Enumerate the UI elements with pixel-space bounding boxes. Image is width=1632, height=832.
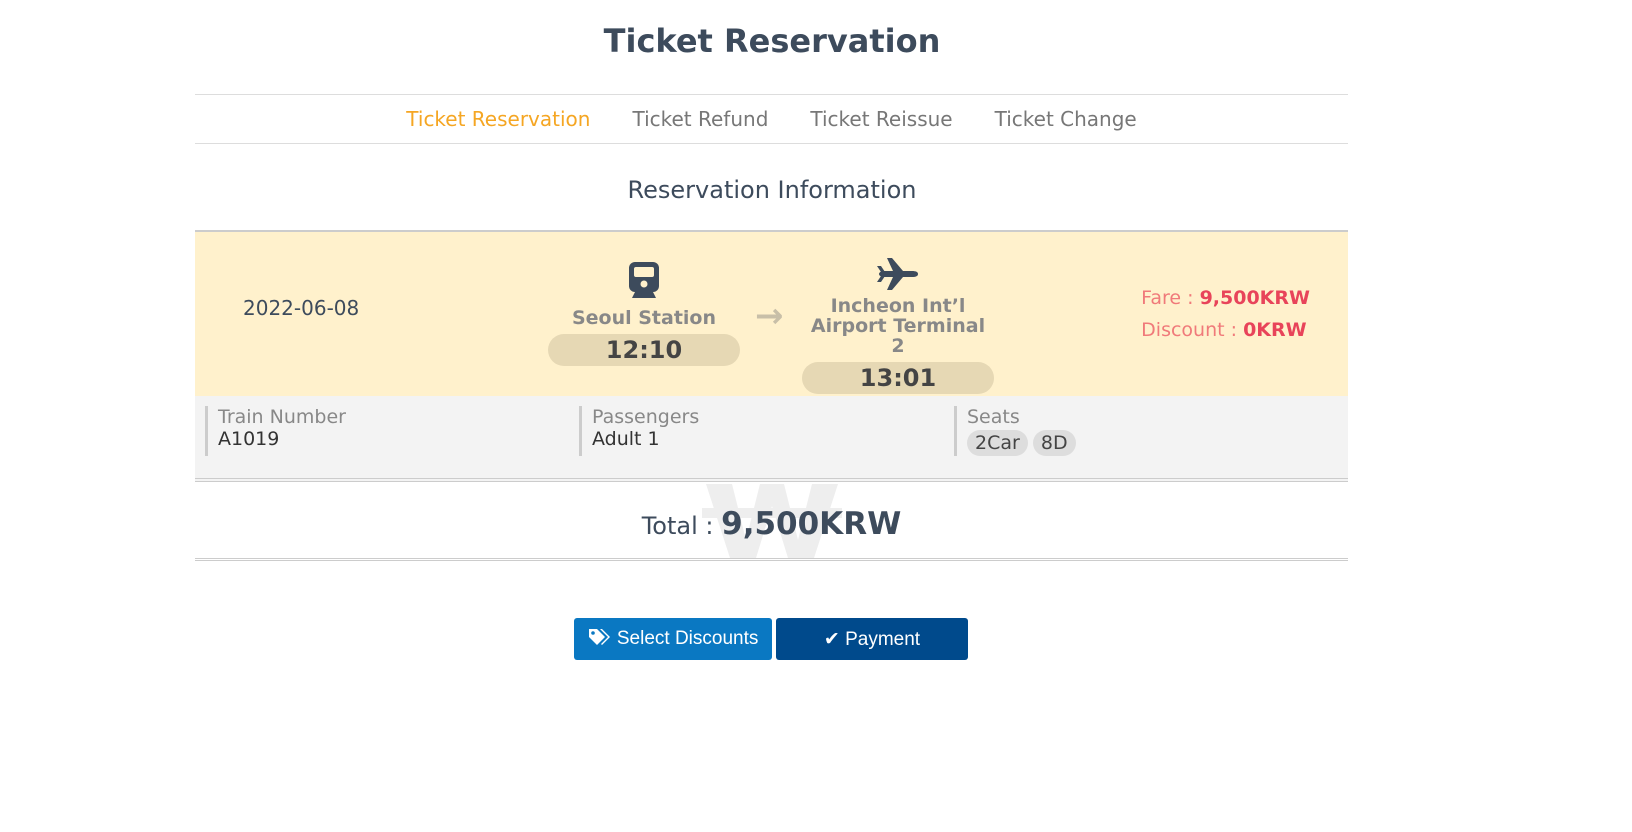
select-discounts-label: Select Discounts [616, 628, 759, 649]
arrow-right-icon: → [755, 296, 784, 336]
won-watermark-icon [701, 484, 842, 558]
payment-button[interactable]: ✔ Payment [776, 618, 968, 660]
airplane-icon [877, 258, 918, 290]
discount-value: 0KRW [1243, 319, 1307, 341]
payment-label: Payment [845, 628, 921, 650]
tab-ticket-reissue[interactable]: Ticket Reissue [810, 107, 953, 131]
total-label: Total : [641, 512, 714, 540]
passengers: Adult 1 [592, 428, 660, 450]
tab-bar: Ticket Reservation Ticket Refund Ticket … [195, 94, 1348, 144]
details-row: Train Number A1019 Passengers Adult 1 Seat… [195, 396, 1348, 482]
discount-label: Discount : [1141, 319, 1238, 341]
arrival-station-line1: Incheon Int’l [830, 295, 966, 317]
departure-station: Seoul Station [571, 307, 717, 329]
seats-label: Seats [967, 406, 1020, 428]
seat-car-chip: 2Car [967, 430, 1028, 456]
tab-ticket-refund[interactable]: Ticket Refund [632, 107, 769, 131]
tags-icon [588, 629, 610, 645]
select-discounts-button[interactable]: Select Discounts [574, 618, 772, 660]
travel-date: 2022-06-08 [243, 296, 360, 320]
fare-label: Fare : [1141, 287, 1194, 309]
section-title: Reservation Information [627, 176, 917, 204]
fare-value: 9,500KRW [1199, 287, 1310, 309]
tab-ticket-change[interactable]: Ticket Change [994, 107, 1137, 131]
seat-number-chip: 8D [1032, 430, 1076, 456]
fare-summary: Fare : 9,500KRW Discount : 0KRW [1141, 282, 1310, 346]
train-icon [629, 262, 659, 298]
check-icon: ✔ [823, 628, 840, 650]
arrival-station-line2: Airport Terminal 2 [810, 315, 986, 357]
page-title: Ticket Reservation [603, 22, 941, 60]
total-section: Total : 9,500KRW [195, 484, 1348, 561]
arrival-time: 13:01 [802, 362, 994, 394]
passengers-label: Passengers [592, 406, 700, 428]
arrival: Incheon Int’l Airport Terminal 2 13:01 [802, 256, 994, 394]
tab-ticket-reservation[interactable]: Ticket Reservation [406, 107, 591, 131]
train-number-label: Train Number [218, 406, 346, 428]
departure-time: 12:10 [548, 334, 740, 366]
trip-card: 2022-06-08 Seoul Station 12:10 → Incheon… [195, 230, 1348, 398]
train-number: A1019 [218, 428, 280, 450]
total-value: 9,500KRW [721, 506, 902, 542]
departure: Seoul Station 12:10 [548, 262, 740, 366]
